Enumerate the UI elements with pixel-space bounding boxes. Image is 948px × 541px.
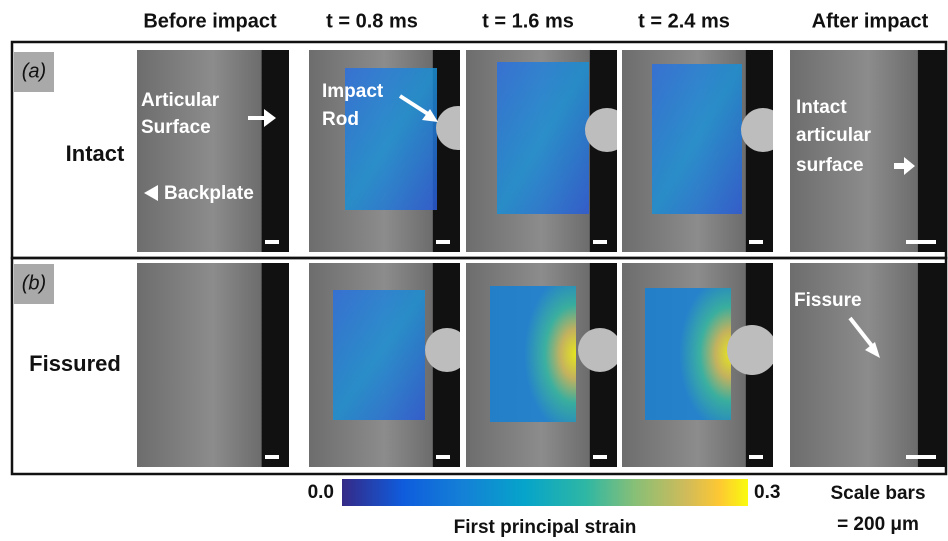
annotation: Rod [322, 109, 359, 130]
column-header: Before impact [143, 10, 277, 32]
impact-rod [727, 325, 777, 375]
annotation: Intact [796, 97, 847, 118]
annotation: Impact [322, 81, 384, 102]
column-header: t = 1.6 ms [482, 10, 574, 32]
image-panel [466, 50, 629, 252]
scale-note: Scale bars [830, 483, 925, 504]
annotation: Backplate [164, 183, 254, 204]
image-panel [622, 50, 785, 252]
column-header: After impact [812, 10, 929, 32]
colorbar-min: 0.0 [308, 482, 334, 503]
annotation: Articular [141, 90, 220, 111]
scale-note: = 200 μm [837, 514, 919, 535]
scale-bar [593, 455, 607, 459]
scale-bar [749, 240, 763, 244]
colorbar-title: First principal strain [454, 517, 637, 538]
column-header: t = 2.4 ms [638, 10, 730, 32]
row-label: Fissured [29, 351, 121, 376]
impact-rod [578, 328, 622, 372]
annotation: articular [796, 125, 872, 146]
row-tag: (b) [22, 272, 46, 294]
image-panel [790, 50, 946, 252]
annotation: Fissure [794, 290, 862, 311]
strain-map [333, 290, 425, 420]
image-panel [309, 263, 469, 467]
strain-map [490, 286, 576, 422]
row-label: Intact [66, 141, 125, 166]
image-panel [466, 263, 622, 467]
scale-bar [265, 455, 279, 459]
scale-bar [265, 240, 279, 244]
impact-rod [741, 108, 785, 152]
scale-bar [436, 240, 450, 244]
background [918, 263, 946, 467]
scale-bar [906, 455, 936, 459]
background [918, 50, 946, 252]
image-panel [137, 263, 289, 467]
annotation: surface [796, 155, 864, 176]
colorbar-max: 0.3 [754, 482, 780, 503]
image-panel [137, 50, 289, 252]
colorbar [342, 479, 748, 506]
row-tag: (a) [22, 60, 46, 82]
strain-map [652, 64, 742, 214]
image-panel [622, 263, 777, 467]
scale-bar [436, 455, 450, 459]
strain-map [645, 288, 731, 420]
column-header: t = 0.8 ms [326, 10, 418, 32]
impact-rod [425, 328, 469, 372]
background [262, 263, 289, 467]
figure: Before impact t = 0.8 ms t = 1.6 ms t = … [0, 0, 948, 541]
scale-bar [906, 240, 936, 244]
annotation: Surface [141, 117, 211, 138]
scale-bar [593, 240, 607, 244]
strain-map [497, 62, 589, 214]
background [262, 50, 289, 252]
scale-bar [749, 455, 763, 459]
